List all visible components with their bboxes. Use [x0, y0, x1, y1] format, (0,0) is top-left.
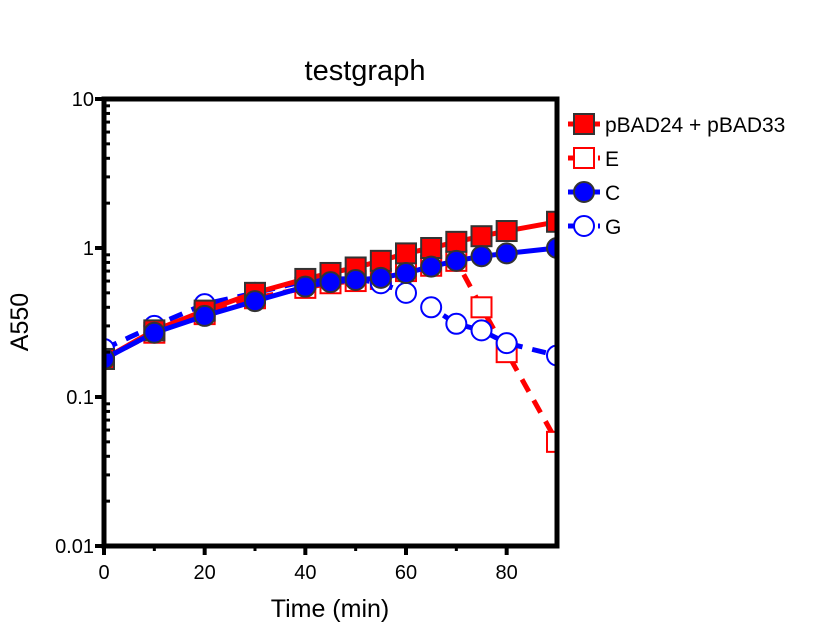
- data-point: [420, 255, 443, 278]
- data-point: [319, 271, 342, 294]
- data-point: [546, 210, 557, 233]
- legend-label: G: [605, 216, 621, 239]
- x-tick-label: 60: [395, 562, 417, 584]
- y-tick-label: 0.01: [55, 536, 94, 558]
- legend-marker: [573, 215, 595, 237]
- data-point: [193, 304, 216, 327]
- data-point: [470, 245, 493, 268]
- legend-label: E: [605, 148, 619, 171]
- data-point: [395, 281, 417, 304]
- legend-item: G: [568, 215, 621, 239]
- legend-marker: [573, 181, 595, 203]
- data-point: [445, 312, 468, 335]
- y-tick-label: 10: [72, 89, 94, 111]
- legend-label: pBAD24 + pBAD33: [605, 114, 785, 137]
- data-point: [546, 430, 557, 453]
- data-point: [445, 230, 468, 253]
- data-point: [495, 242, 518, 265]
- chart-title: testgraph: [305, 55, 426, 87]
- data-point: [420, 296, 443, 319]
- legend-marker: [573, 147, 595, 169]
- data-point: [395, 261, 417, 284]
- data-point: [294, 275, 317, 298]
- series-3: [104, 237, 557, 370]
- y-tick-label: 1: [83, 238, 94, 260]
- data-point: [470, 225, 493, 248]
- data-point: [470, 296, 493, 319]
- data-point: [143, 321, 166, 344]
- data-point: [470, 319, 493, 342]
- data-point: [369, 266, 392, 289]
- x-tick-label: 0: [98, 562, 109, 584]
- x-tick-label: 20: [194, 562, 216, 584]
- plot-frame: [101, 96, 560, 549]
- legend-item: C: [568, 181, 620, 205]
- legend: pBAD24 + pBAD33 ECG: [568, 113, 785, 239]
- x-axis-label: Time (min): [271, 595, 390, 623]
- x-tick-label: 80: [496, 562, 518, 584]
- data-point: [344, 268, 367, 291]
- data-point: [420, 237, 443, 259]
- data-point: [395, 242, 417, 265]
- data-point: [495, 220, 518, 243]
- legend-marker: [573, 113, 595, 135]
- legend-item: E: [568, 147, 619, 171]
- y-tick-label: 0.1: [66, 387, 94, 409]
- x-tick-label: 40: [294, 562, 316, 584]
- data-point: [445, 249, 468, 272]
- data-point: [495, 332, 518, 355]
- data-point: [244, 290, 266, 313]
- legend-label: C: [605, 182, 620, 205]
- legend-item: pBAD24 + pBAD33: [568, 113, 785, 137]
- y-axis-label: A550: [6, 293, 34, 351]
